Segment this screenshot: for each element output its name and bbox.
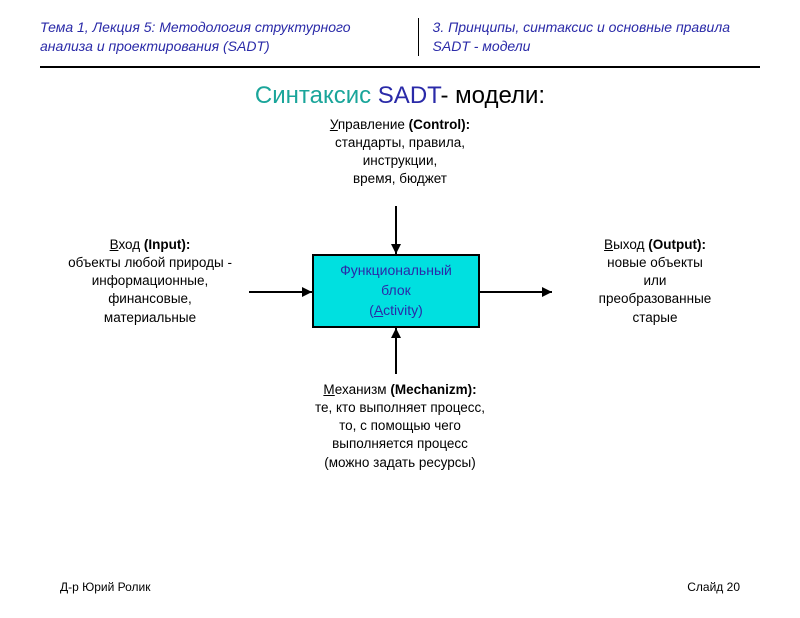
control-label: Управление (Control): стандарты, правила… (275, 116, 525, 189)
mechanism-label: Механизм (Mechanizm): те, кто выполняет … (250, 381, 550, 472)
sadt-diagram: Управление (Control): стандарты, правила… (40, 116, 760, 486)
output-label: Выход (Output): новые объекты или преобр… (560, 236, 750, 327)
title-word-2: SADT (378, 82, 441, 109)
header-divider (40, 66, 760, 68)
slide-footer: Д-р Юрий Ролик Слайд 20 (0, 580, 800, 594)
activity-box: Функциональный блок (Activity) (312, 254, 480, 328)
slide-header: Тема 1, Лекция 5: Методология структурно… (0, 0, 800, 62)
activity-line3: (Activity) (314, 301, 478, 321)
title-word-1: Синтаксис (255, 82, 371, 109)
arrow-head-icon (391, 328, 401, 338)
input-label: Вход (Input): объекты любой природы - ин… (50, 236, 250, 327)
footer-slide: Слайд 20 (687, 580, 740, 594)
header-right: 3. Принципы, синтаксис и основные правил… (418, 18, 766, 56)
title-rest: - модели: (440, 82, 545, 109)
arrow-head-icon (391, 244, 401, 254)
activity-line1: Функциональный (314, 261, 478, 281)
footer-author: Д-р Юрий Ролик (60, 580, 151, 594)
activity-line2: блок (314, 281, 478, 301)
header-left: Тема 1, Лекция 5: Методология структурно… (40, 18, 418, 56)
arrow-head-icon (542, 287, 552, 297)
arrow-head-icon (302, 287, 312, 297)
main-title: Синтаксис SADT- модели: (0, 82, 800, 110)
